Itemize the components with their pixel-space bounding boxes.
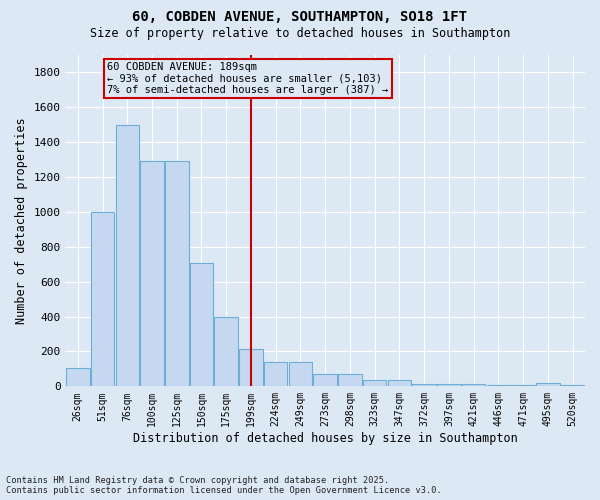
Bar [66, 368, 89, 386]
Bar [338, 374, 362, 386]
Bar [239, 349, 263, 387]
X-axis label: Distribution of detached houses by size in Southampton: Distribution of detached houses by size … [133, 432, 518, 445]
Bar [462, 384, 485, 386]
Bar [116, 125, 139, 386]
Bar [437, 384, 461, 386]
Text: Contains HM Land Registry data © Crown copyright and database right 2025.
Contai: Contains HM Land Registry data © Crown c… [6, 476, 442, 495]
Bar [412, 384, 436, 386]
Text: 60 COBDEN AVENUE: 189sqm
← 93% of detached houses are smaller (5,103)
7% of semi: 60 COBDEN AVENUE: 189sqm ← 93% of detach… [107, 62, 389, 95]
Bar [140, 162, 164, 386]
Text: 60, COBDEN AVENUE, SOUTHAMPTON, SO18 1FT: 60, COBDEN AVENUE, SOUTHAMPTON, SO18 1FT [133, 10, 467, 24]
Bar [363, 380, 386, 386]
Bar [165, 162, 188, 386]
Bar [264, 362, 287, 386]
Bar [190, 264, 213, 386]
Y-axis label: Number of detached properties: Number of detached properties [15, 118, 28, 324]
Bar [313, 374, 337, 386]
Bar [388, 380, 411, 386]
Bar [214, 316, 238, 386]
Bar [536, 383, 560, 386]
Bar [289, 362, 312, 386]
Bar [91, 212, 114, 386]
Text: Size of property relative to detached houses in Southampton: Size of property relative to detached ho… [90, 28, 510, 40]
